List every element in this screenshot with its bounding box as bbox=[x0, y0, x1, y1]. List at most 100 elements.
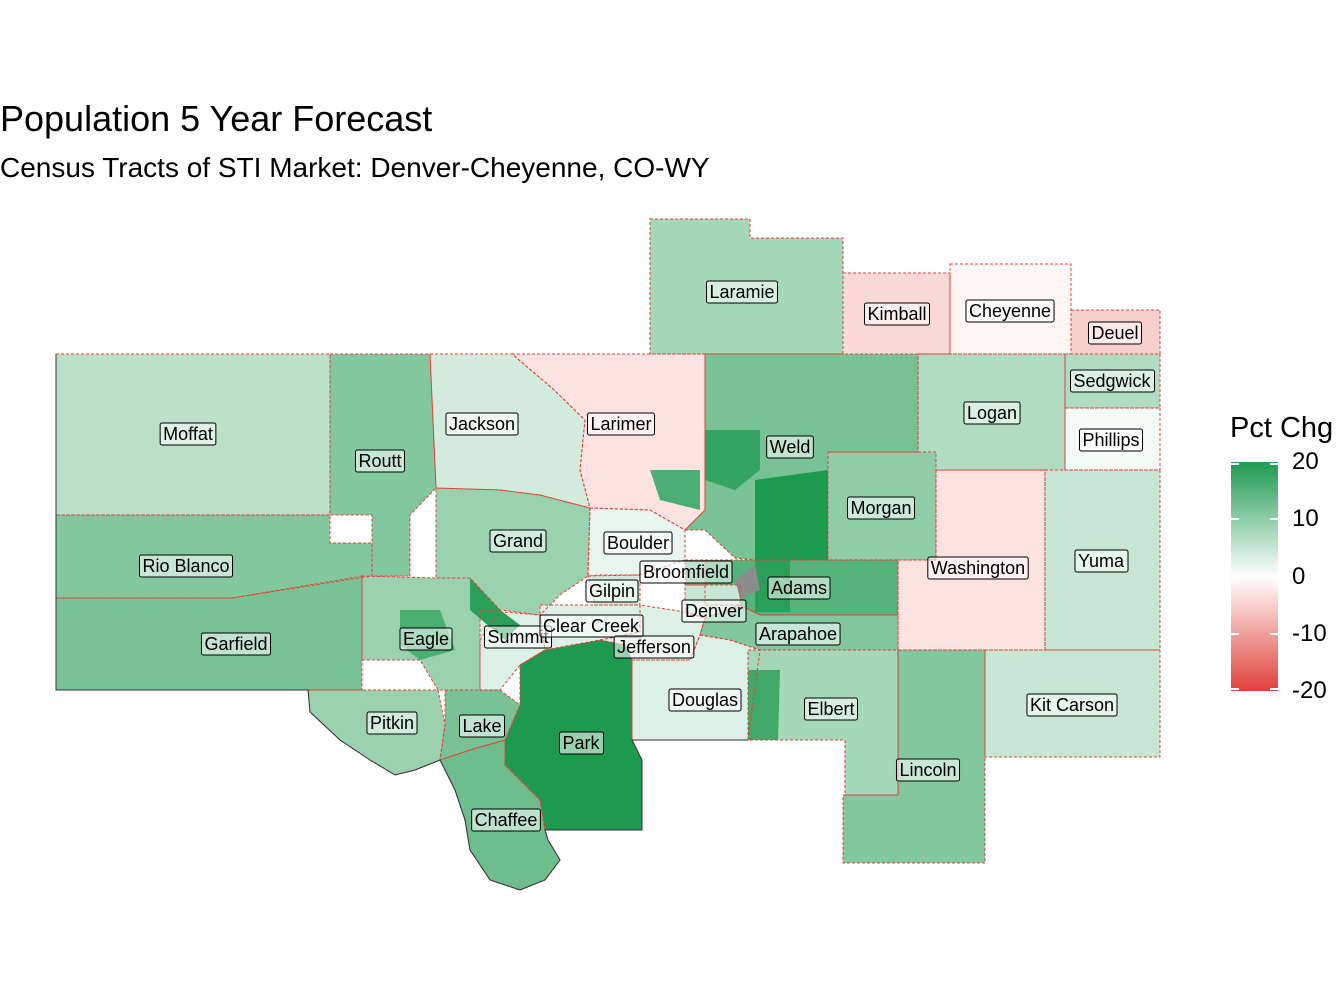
county-label-washington: Washington bbox=[927, 556, 1029, 580]
legend-tick-label: -20 bbox=[1292, 677, 1327, 704]
county-label-adams: Adams bbox=[767, 576, 831, 600]
county-border-lake bbox=[439, 689, 521, 761]
county-label-lincoln: Lincoln bbox=[895, 758, 961, 782]
county-border-lincoln bbox=[842, 649, 986, 864]
county-border-pitkin bbox=[307, 689, 446, 776]
county-label-text: Chaffee bbox=[475, 810, 538, 830]
map-subtitle: Census Tracts of STI Market: Denver-Chey… bbox=[0, 152, 710, 183]
county-label-grand: Grand bbox=[489, 529, 547, 553]
county-labels: Laramie Kimball Cheyenne Deuel Sedgwick Phill… bbox=[138, 280, 1156, 832]
legend-tick-label: -10 bbox=[1292, 619, 1327, 647]
county-label-deuel: Deuel bbox=[1087, 321, 1143, 345]
county-label-routt: Routt bbox=[354, 449, 406, 473]
county-label-text: Pitkin bbox=[370, 713, 414, 733]
county-label-eagle: Eagle bbox=[399, 627, 453, 651]
county-label-text: Eagle bbox=[403, 629, 449, 649]
county-elbert bbox=[748, 650, 898, 795]
county-label-text: Laramie bbox=[709, 282, 774, 302]
county-label-pitkin: Pitkin bbox=[366, 711, 418, 735]
county-label-text: Routt bbox=[358, 451, 401, 471]
county-label-cheyenne: Cheyenne bbox=[965, 299, 1055, 323]
county-label-kimball: Kimball bbox=[863, 302, 931, 326]
county-label-sedgwick: Sedgwick bbox=[1069, 369, 1156, 393]
county-label-text: Garfield bbox=[204, 634, 267, 654]
county-label-yuma: Yuma bbox=[1074, 549, 1129, 573]
tract-patch-weld bbox=[755, 470, 828, 560]
county-label-denver: Denver bbox=[681, 599, 747, 623]
county-label-text: Cheyenne bbox=[969, 301, 1051, 321]
map-title: Population 5 Year Forecast bbox=[0, 98, 433, 139]
county-label-elbert: Elbert bbox=[803, 697, 859, 721]
county-label-text: Clear Creek bbox=[543, 616, 640, 636]
county-label-jackson: Jackson bbox=[445, 412, 519, 436]
county-label-text: Washington bbox=[931, 558, 1025, 578]
county-border-routt bbox=[329, 353, 437, 577]
county-border-rio-blanco bbox=[55, 514, 373, 599]
county-label-chaffee: Chaffee bbox=[471, 808, 541, 832]
county-label-text: Lincoln bbox=[899, 760, 956, 780]
county-label-text: Yuma bbox=[1078, 551, 1125, 571]
county-label-text: Deuel bbox=[1091, 323, 1138, 343]
legend-tick-label: 0 bbox=[1292, 562, 1306, 590]
county-douglas bbox=[632, 635, 760, 740]
legend-tick-label: 20 bbox=[1292, 448, 1319, 475]
county-label-douglas: Douglas bbox=[668, 688, 742, 712]
county-label-kit-carson: Kit Carson bbox=[1026, 693, 1118, 717]
county-label-text: Phillips bbox=[1082, 430, 1139, 450]
county-label-morgan: Morgan bbox=[846, 496, 916, 520]
county-label-text: Kit Carson bbox=[1030, 695, 1114, 715]
county-border-garfield bbox=[55, 575, 363, 691]
county-label-text: Elbert bbox=[807, 699, 854, 719]
county-label-text: Adams bbox=[771, 578, 827, 598]
county-label-text: Weld bbox=[770, 437, 811, 457]
county-border-adams bbox=[704, 559, 899, 616]
county-label-broomfield: Broomfield bbox=[639, 560, 733, 584]
county-lincoln bbox=[843, 650, 985, 863]
county-border-kit-carson bbox=[984, 649, 1161, 758]
legend-tick-label: 10 bbox=[1292, 505, 1319, 533]
county-label-text: Broomfield bbox=[643, 562, 729, 582]
tract-patch-larimer bbox=[650, 470, 700, 510]
county-label-text: Morgan bbox=[850, 498, 911, 518]
county-label-text: Logan bbox=[967, 403, 1017, 423]
tract-missing bbox=[735, 565, 760, 598]
county-label-summit: Summit bbox=[483, 625, 553, 649]
county-label-text: Kimball bbox=[867, 304, 926, 324]
county-label-weld: Weld bbox=[766, 435, 814, 459]
county-label-text: Larimer bbox=[590, 414, 651, 434]
county-label-text: Grand bbox=[493, 531, 543, 551]
county-label-text: Jackson bbox=[449, 414, 515, 434]
county-label-lake: Lake bbox=[458, 714, 506, 738]
county-label-text: Jefferson bbox=[617, 637, 691, 657]
county-label-text: Moffat bbox=[163, 424, 213, 444]
tract-patch-grand bbox=[470, 578, 520, 640]
county-label-park: Park bbox=[558, 731, 605, 755]
county-label-logan: Logan bbox=[963, 401, 1021, 425]
county-label-jefferson: Jefferson bbox=[613, 635, 695, 659]
county-label-boulder: Boulder bbox=[603, 531, 673, 555]
county-label-gilpin: Gilpin bbox=[585, 579, 639, 603]
tract-patch-weld bbox=[705, 430, 760, 490]
tract-patch-douglas bbox=[748, 670, 780, 740]
county-label-rio-blanco: Rio Blanco bbox=[138, 554, 234, 578]
county-label-text: Summit bbox=[487, 627, 548, 647]
legend-title: Pct Chg bbox=[1230, 412, 1334, 444]
county-label-laramie: Laramie bbox=[705, 280, 779, 304]
county-label-arapahoe: Arapahoe bbox=[755, 622, 841, 646]
county-label-moffat: Moffat bbox=[159, 422, 217, 446]
county-label-text: Douglas bbox=[672, 690, 738, 710]
county-label-text: Denver bbox=[685, 601, 743, 621]
county-label-garfield: Garfield bbox=[200, 632, 272, 656]
county-label-phillips: Phillips bbox=[1078, 428, 1144, 452]
county-label-text: Park bbox=[562, 733, 600, 753]
county-label-clear-creek: Clear Creek bbox=[539, 614, 644, 638]
market-outline bbox=[55, 354, 748, 891]
county-label-text: Rio Blanco bbox=[142, 556, 229, 576]
county-label-larimer: Larimer bbox=[586, 412, 656, 436]
county-label-text: Arapahoe bbox=[759, 624, 837, 644]
county-label-text: Sedgwick bbox=[1073, 371, 1151, 391]
county-label-text: Boulder bbox=[607, 533, 669, 553]
county-label-text: Gilpin bbox=[589, 581, 635, 601]
county-label-text: Lake bbox=[462, 716, 501, 736]
